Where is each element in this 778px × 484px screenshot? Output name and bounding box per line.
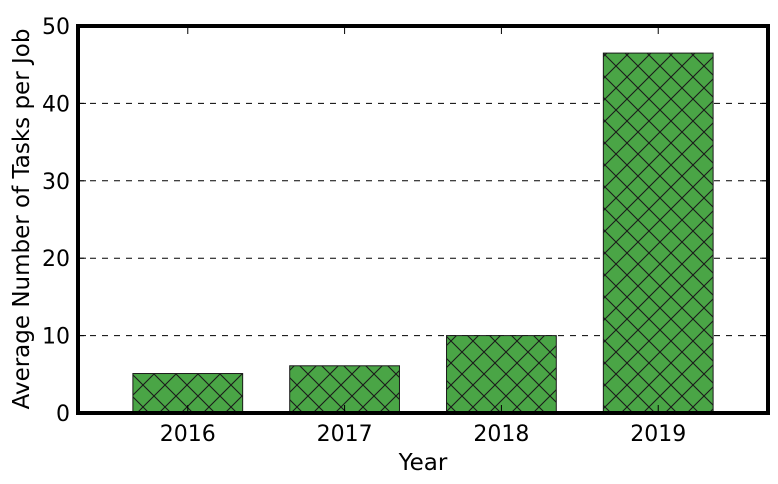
bar-hatch: [602, 52, 714, 414]
y-tick-labels: 0 10 20 30 40 50: [42, 15, 70, 427]
y-axis-label: Average Number of Tasks per Job: [9, 29, 35, 410]
x-tick-label: 2017: [317, 422, 373, 447]
bars: [132, 52, 714, 414]
y-tick-label: 20: [42, 247, 70, 272]
x-tick-label: 2016: [160, 422, 216, 447]
x-tick-labels: 2016 2017 2018 2019: [160, 422, 686, 447]
bar-hatch: [446, 335, 557, 414]
x-axis-label: Year: [398, 450, 448, 476]
ticks: [78, 25, 768, 414]
x-tick-label: 2019: [630, 422, 686, 447]
y-tick-label: 10: [42, 325, 70, 350]
y-tick-label: 40: [42, 92, 70, 117]
y-tick-label: 50: [42, 15, 70, 40]
plot-frame: [76, 24, 770, 415]
y-tick-label: 0: [56, 402, 70, 427]
y-tick-label: 30: [42, 170, 70, 195]
x-tick-label: 2018: [473, 422, 529, 447]
